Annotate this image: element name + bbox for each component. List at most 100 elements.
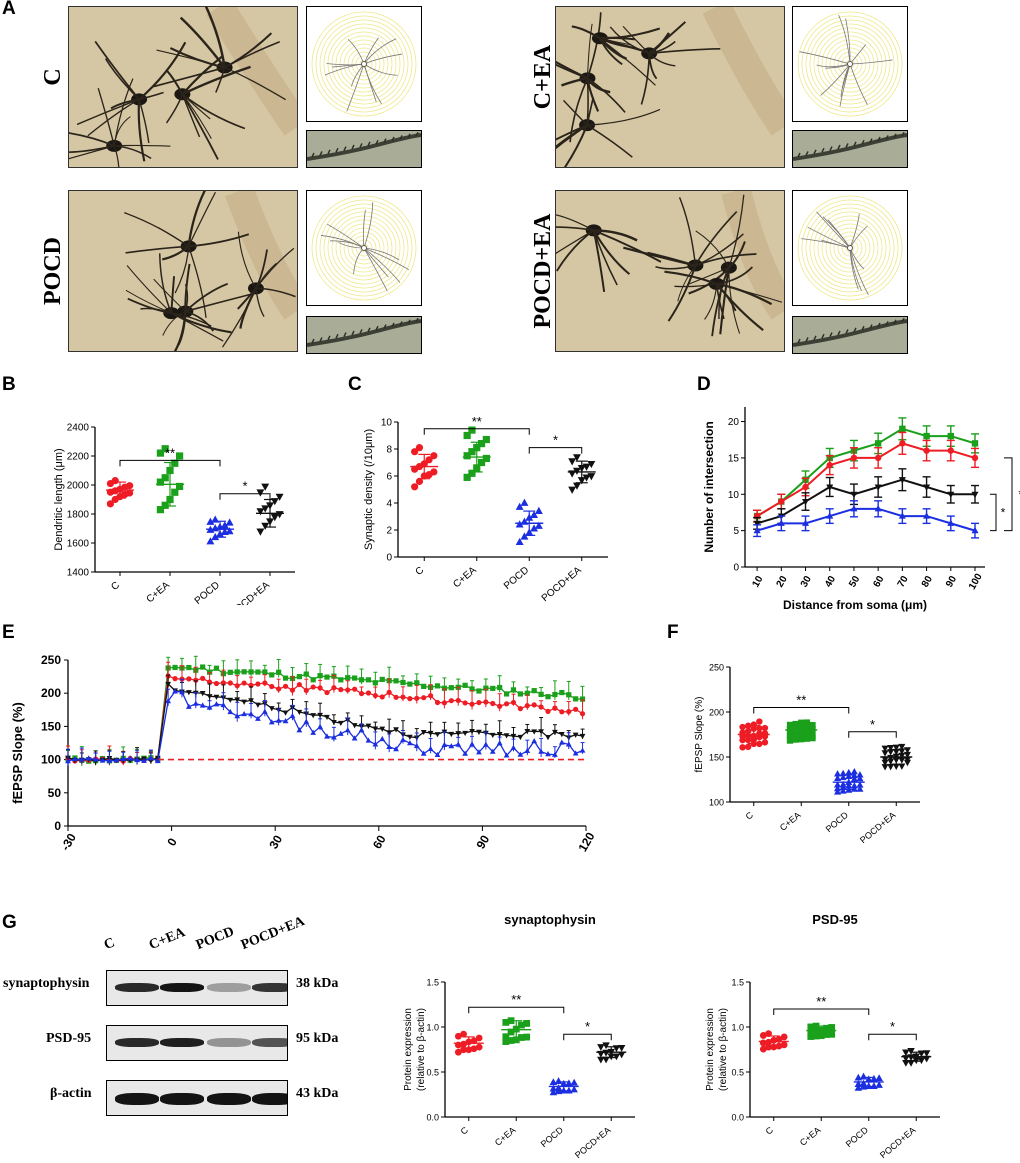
data-point: [744, 743, 752, 751]
data-point: [428, 693, 434, 699]
significance-label: **: [1018, 487, 1020, 501]
data-point: [922, 1050, 931, 1057]
dendrite: [138, 99, 150, 144]
dendrite: [556, 226, 594, 232]
series-line: [756, 478, 975, 525]
data-point: [510, 699, 517, 706]
data-point: [154, 757, 161, 764]
data-point: [850, 504, 858, 512]
dendrite: [623, 246, 696, 267]
dendrite: [162, 245, 190, 261]
x-tick-label: 70: [896, 574, 911, 590]
data-point: [269, 683, 275, 690]
wb-blot-strip: [106, 1080, 288, 1116]
data-point: [531, 702, 537, 708]
data-point: [126, 482, 134, 490]
wb-row-label: PSD-95: [46, 1031, 92, 1046]
data-point: [612, 1053, 621, 1061]
data-point: [407, 734, 413, 740]
data-point: [502, 1033, 510, 1041]
category-label: POCD+EA: [878, 1125, 918, 1160]
data-point: [786, 725, 794, 733]
tick-label: 6: [386, 472, 392, 483]
spine: [399, 135, 403, 140]
panel-label-c: C: [348, 374, 362, 395]
y-axis-label: Synaptic density (/10μm): [363, 429, 375, 550]
data-point: [261, 505, 270, 513]
dendrite: [215, 67, 226, 93]
data-point: [902, 1049, 910, 1057]
sholl-ring: [319, 203, 409, 293]
dendrite: [113, 145, 120, 167]
x-tick-label: 20: [775, 574, 790, 590]
dendrite: [255, 287, 296, 298]
significance-bracket: [423, 428, 530, 435]
traced-branch: [849, 247, 869, 295]
data-point: [765, 1030, 772, 1038]
data-point: [850, 775, 858, 782]
data-point: [179, 689, 185, 695]
data-point: [310, 677, 316, 683]
panel-label-g: G: [2, 912, 17, 933]
spine-image-c-ea: [792, 130, 908, 168]
wb-band: [160, 983, 204, 992]
tick-label: 0.0: [426, 1113, 439, 1123]
group-label-pocd: POCD: [40, 237, 66, 305]
traced-soma: [847, 61, 853, 67]
data-point: [850, 785, 858, 792]
data-point: [310, 684, 316, 690]
category-label: C+EA: [778, 810, 803, 833]
data-point: [903, 747, 911, 754]
dendrite: [181, 93, 219, 160]
data-point: [126, 489, 134, 497]
data-point: [338, 687, 344, 693]
dendrite: [188, 233, 250, 248]
data-point: [597, 1056, 605, 1064]
data-point: [468, 448, 476, 456]
tick-label: 2: [386, 526, 392, 537]
traced-branch: [838, 14, 851, 65]
data-point: [460, 1040, 467, 1048]
tick-label: 50: [48, 786, 62, 800]
x-tick-label: 30: [799, 574, 814, 590]
sholl-ring: [837, 235, 863, 261]
data-point: [828, 1030, 836, 1038]
data-point: [507, 1028, 515, 1036]
data-point: [462, 682, 468, 688]
dendrite: [204, 7, 226, 68]
data-point: [220, 701, 227, 708]
wb-kda-label: 43 kDa: [296, 1086, 339, 1101]
data-point: [282, 675, 289, 681]
data-point: [234, 683, 240, 689]
spine: [407, 319, 411, 325]
dendrite: [224, 32, 273, 69]
dendrite: [649, 47, 721, 55]
spine: [399, 321, 403, 326]
dendrite: [587, 108, 661, 126]
data-point: [898, 763, 906, 770]
data-point: [400, 694, 406, 700]
panel-label-a: A: [2, 0, 16, 19]
data-point: [530, 524, 539, 532]
tick-label: 5: [733, 526, 739, 537]
sholl-ring: [351, 51, 377, 77]
significance-bracket: [528, 447, 583, 454]
dendrite: [716, 266, 754, 285]
data-point: [778, 498, 785, 505]
data-point: [803, 732, 811, 740]
dendrite: [728, 241, 746, 269]
micrograph-band: [702, 7, 784, 136]
spine: [877, 136, 881, 142]
data-point: [520, 498, 529, 506]
data-point: [753, 520, 761, 528]
traced-branch: [363, 38, 397, 65]
data-point: [903, 751, 911, 759]
spine: [869, 324, 873, 329]
data-point: [430, 468, 438, 476]
data-point: [469, 729, 475, 735]
spine: [335, 333, 339, 339]
data-point: [206, 537, 215, 545]
data-point: [602, 1056, 610, 1064]
wb-band: [207, 1038, 251, 1047]
data-point: [220, 521, 229, 529]
